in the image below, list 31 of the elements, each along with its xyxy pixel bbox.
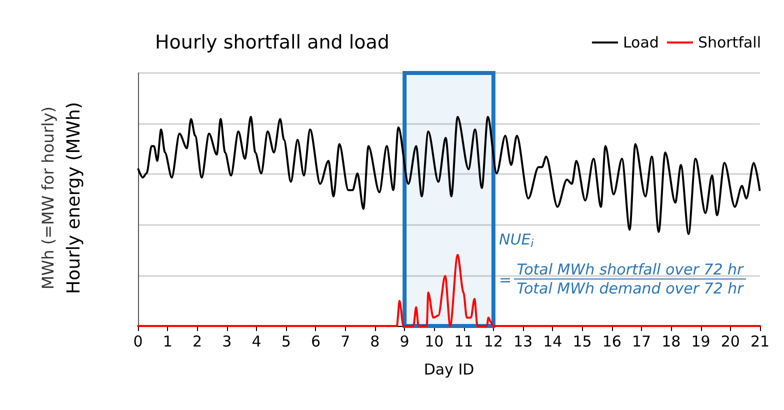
x-tick-label: 12 [484,332,503,350]
x-tick-label: 18 [662,332,681,350]
x-tick-label: 14 [543,332,562,350]
x-tick-label: 3 [222,332,232,350]
annotation: Total MWh demand over 72 hr [516,280,744,298]
x-tick-label: 10 [424,332,444,350]
legend-label: Load [622,34,659,52]
x-tick-label: 11 [454,332,474,350]
x-tick-label: 1 [162,332,172,350]
x-tick-label: 19 [691,332,710,350]
x-tick-label: 6 [310,332,320,350]
x-tick-label: 4 [252,332,262,350]
x-tick-label: 5 [281,332,291,350]
x-tick-label: 0 [133,332,143,350]
x-tick-label: 7 [340,332,350,350]
x-tick-label: 9 [400,332,410,350]
annotation: = [499,271,512,289]
chart-title: Hourly shortfall and load [155,32,390,54]
x-tick-label: 17 [632,332,652,350]
x-tick-label: 2 [192,332,202,350]
x-tick-label: 15 [572,332,592,350]
x-tick-label: 20 [720,332,740,350]
x-tick-label: 16 [602,332,622,350]
legend-label: Shortfall [698,34,761,52]
x-tick-label: 8 [370,332,380,350]
text: MWh (=MW for hourly) [38,106,58,290]
x-axis-title: Day ID [424,360,474,378]
annotation: Total MWh shortfall over 72 hr [516,260,744,278]
x-tick-label: 21 [750,332,770,350]
x-tick-label: 13 [514,332,533,350]
y-axis-title: Hourly energy (MWh) [64,102,84,294]
